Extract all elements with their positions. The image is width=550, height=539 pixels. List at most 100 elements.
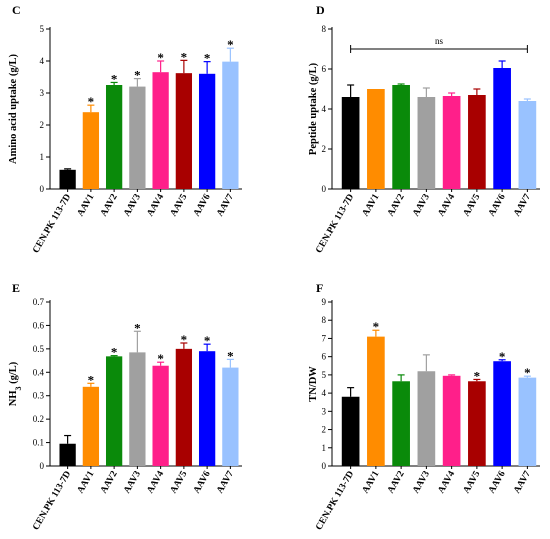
- significance-star: *: [111, 345, 118, 360]
- bar-cen-pk-113-7d: [59, 443, 76, 466]
- y-tick-label: 0.3: [33, 391, 45, 401]
- category-label: AAV2: [99, 192, 120, 218]
- category-label: CEN.PK 113-7D: [314, 192, 356, 255]
- significance-star: *: [111, 71, 118, 86]
- category-label: AAV2: [99, 469, 120, 495]
- bar-aav5: [468, 95, 486, 189]
- y-tick-label: 1: [322, 443, 327, 453]
- significance-star: *: [134, 320, 141, 335]
- y-tick-label: 0: [40, 461, 45, 471]
- category-label: AAV7: [512, 192, 533, 218]
- bar-cen-pk-113-7d: [341, 97, 360, 189]
- category-label: AAV1: [361, 192, 382, 218]
- category-label: AAV1: [361, 469, 382, 495]
- y-tick-label: 6: [322, 64, 327, 74]
- bar-aav4: [152, 72, 169, 189]
- category-label: AAV2: [386, 469, 407, 495]
- panel-letter: C: [12, 3, 21, 17]
- category-label: AAV6: [192, 469, 213, 495]
- significance-star: *: [474, 368, 481, 383]
- y-tick-label: 8: [322, 24, 327, 34]
- bar-aav5: [175, 348, 193, 466]
- category-label: CEN.PK 113-7D: [31, 469, 73, 532]
- bar-aav7: [518, 377, 537, 466]
- category-label: AAV4: [146, 469, 167, 495]
- bar-aav4: [442, 375, 461, 466]
- y-tick-label: 5: [40, 24, 45, 34]
- significance-star: *: [373, 319, 380, 334]
- category-label: AAV7: [215, 469, 236, 495]
- category-label: AAV7: [215, 192, 236, 218]
- category-label: AAV7: [512, 469, 533, 495]
- significance-star: *: [499, 349, 506, 364]
- category-label: AAV3: [122, 469, 143, 495]
- bar-aav3: [129, 352, 146, 466]
- y-tick-label: 0: [322, 461, 327, 471]
- category-label: AAV1: [76, 192, 97, 218]
- y-tick-label: 5: [322, 370, 327, 380]
- y-tick-label: 0.2: [33, 414, 44, 424]
- bar-aav4: [442, 96, 461, 189]
- y-tick-label: 0.4: [33, 367, 45, 377]
- y-tick-label: 3: [322, 406, 327, 416]
- bar-cen-pk-113-7d: [341, 396, 360, 466]
- panel-c: C 0 1 2 3 4 5 Amino acid uptake (g/L) CEN.PK 113…: [8, 3, 242, 255]
- category-label: CEN.PK 113-7D: [314, 469, 356, 532]
- bar-aav6: [198, 73, 216, 189]
- category-label: AAV5: [169, 469, 190, 495]
- significance-star: *: [157, 351, 164, 366]
- bar-aav6: [493, 361, 511, 466]
- y-tick-label: 6: [322, 352, 327, 362]
- y-tick-label: 3: [40, 88, 45, 98]
- bar-aav1: [367, 89, 385, 189]
- category-label: AAV5: [169, 192, 190, 218]
- y-tick-label: 0.6: [33, 320, 45, 330]
- y-tick-label: 0.5: [33, 344, 45, 354]
- category-label: AAV5: [462, 192, 483, 218]
- y-tick-label: 0.7: [33, 297, 45, 307]
- significance-star: *: [227, 37, 234, 52]
- category-label: CEN.PK 113-7D: [31, 192, 73, 255]
- bar-aav2: [392, 85, 410, 189]
- bar-aav1: [82, 112, 100, 189]
- y-axis-label: TN/DW: [308, 366, 319, 402]
- bar-aav3: [417, 371, 436, 466]
- panel-letter: E: [12, 281, 20, 295]
- significance-star: *: [157, 50, 164, 65]
- category-label: AAV4: [146, 192, 167, 218]
- panel-letter: D: [316, 3, 325, 17]
- significance-star: *: [134, 68, 141, 83]
- y-axis-label: Amino acid uptake (g/L): [8, 54, 19, 164]
- category-label: AAV3: [122, 192, 143, 218]
- category-label: AAV4: [437, 192, 458, 218]
- y-tick-label: 4: [322, 104, 327, 114]
- y-tick-label: 4: [40, 56, 45, 66]
- significance-star: *: [227, 348, 234, 363]
- bar-aav3: [417, 97, 436, 189]
- bracket-label: ns: [435, 36, 444, 46]
- y-tick-label: 1: [40, 152, 45, 162]
- bar-aav1: [82, 386, 100, 466]
- significance-star: *: [88, 94, 95, 109]
- category-label: AAV6: [192, 192, 213, 218]
- bar-aav3: [129, 86, 146, 189]
- y-tick-label: 2: [322, 425, 327, 435]
- category-label: AAV4: [437, 469, 458, 495]
- y-axis-label: Peptide uptake (g/L): [308, 62, 319, 155]
- bar-aav6: [198, 351, 216, 466]
- significance-star: *: [204, 51, 211, 66]
- category-label: AAV6: [487, 469, 508, 495]
- panel-letter: F: [316, 281, 323, 295]
- category-label: AAV5: [462, 469, 483, 495]
- significance-star: *: [181, 332, 188, 347]
- bar-cen-pk-113-7d: [59, 169, 76, 189]
- significance-star: *: [204, 333, 211, 348]
- significance-star: *: [524, 365, 531, 380]
- significance-star: *: [181, 49, 188, 64]
- bar-aav7: [518, 101, 537, 189]
- y-tick-label: 0.1: [33, 438, 44, 448]
- y-axis-label: NH3 (g/L): [8, 361, 23, 406]
